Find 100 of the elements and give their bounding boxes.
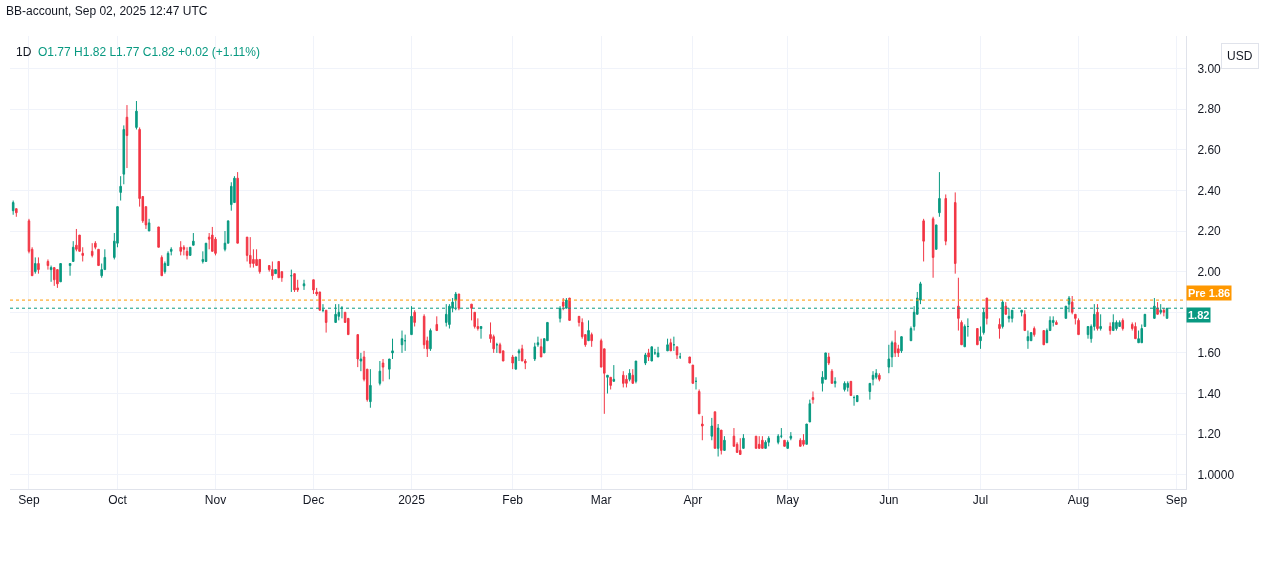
candlestick	[799, 437, 802, 447]
candlestick	[52, 267, 56, 287]
candlestick	[609, 376, 612, 390]
candlestick	[669, 338, 672, 352]
candlestick	[403, 334, 407, 352]
candlestick	[666, 338, 669, 352]
candlestick	[720, 429, 723, 455]
candlestick	[324, 309, 328, 334]
ref-line-label: Pre 1.86	[1188, 287, 1231, 299]
candlestick	[631, 368, 635, 384]
candlestick	[742, 433, 745, 449]
candlestick	[15, 208, 18, 218]
candlestick	[75, 228, 78, 252]
candlestick	[369, 368, 372, 409]
candlestick	[1096, 303, 1099, 332]
candlestick	[119, 175, 122, 202]
candlestick	[71, 240, 75, 262]
candlestick	[783, 439, 786, 447]
candlestick	[934, 224, 938, 250]
candlestick	[846, 380, 850, 392]
candlestick	[590, 332, 593, 348]
candlestick	[716, 423, 720, 457]
candlestick	[157, 226, 160, 248]
candlestick	[479, 325, 483, 340]
x-tick-label: Mar	[590, 493, 612, 508]
candlestick	[293, 273, 296, 293]
candlestick	[429, 328, 432, 352]
candlestick	[710, 417, 714, 441]
candlestick	[188, 246, 192, 256]
candlestick	[900, 336, 903, 354]
candlestick	[843, 380, 846, 392]
candlestick	[622, 370, 625, 388]
candlestick	[1026, 330, 1030, 350]
candlestick	[248, 236, 252, 269]
candlestick	[185, 246, 189, 260]
candlestick	[274, 269, 277, 275]
candlestick	[998, 317, 1001, 340]
candlestick	[211, 226, 214, 252]
candlestick	[356, 334, 360, 368]
candlestick	[59, 263, 62, 283]
candlestick	[625, 374, 628, 388]
y-tick-label: 2.60	[1197, 142, 1222, 157]
candlestick	[539, 338, 543, 358]
y-tick-label: 3.00	[1197, 61, 1222, 76]
x-tick-label: Sep	[1165, 493, 1188, 508]
candlestick	[644, 352, 647, 366]
candlestick	[1112, 313, 1115, 332]
candlestick	[893, 330, 897, 358]
y-tick-label: 1.0000	[1197, 467, 1235, 482]
candlestick	[656, 346, 660, 358]
candlestick	[1023, 309, 1027, 332]
candlestick	[786, 439, 789, 449]
candlestick	[1162, 307, 1166, 317]
candlestick	[764, 439, 767, 449]
candlestick	[135, 100, 138, 130]
candlestick	[855, 395, 859, 403]
candlestick	[236, 171, 239, 244]
candlestick	[1077, 317, 1080, 336]
candlestick	[37, 256, 40, 275]
candlestick	[413, 309, 416, 327]
candlestick	[647, 348, 650, 362]
candlestick	[11, 200, 15, 216]
x-tick-label: 2025	[398, 493, 426, 508]
y-tick-label: 2.80	[1197, 102, 1222, 117]
candlestick	[277, 260, 280, 279]
candlestick	[691, 364, 695, 384]
candlestick	[90, 242, 94, 258]
candlestick	[1121, 317, 1125, 332]
candlestick	[587, 319, 590, 342]
candlestick	[34, 256, 37, 275]
candlestick	[953, 191, 957, 275]
candlestick	[318, 291, 322, 311]
candlestick	[68, 263, 72, 277]
text: USD	[1227, 49, 1253, 63]
x-tick-label: Apr	[683, 493, 703, 508]
candlestick	[125, 104, 129, 169]
candlestick	[1032, 325, 1036, 338]
x-tick-label: Jul	[972, 493, 989, 508]
candlestick	[878, 372, 881, 382]
candlestick	[805, 423, 808, 445]
candlestick	[985, 297, 989, 325]
x-tick-label: Oct	[108, 493, 128, 508]
y-tick-label: 1.60	[1197, 346, 1222, 361]
candlestick	[697, 388, 701, 415]
candlestick	[192, 232, 195, 246]
x-tick-label: Aug	[1067, 493, 1090, 508]
candlestick	[511, 354, 514, 370]
candlestick	[1118, 319, 1121, 327]
candlestick	[811, 390, 815, 405]
candlestick	[1108, 321, 1112, 336]
candlestick	[381, 358, 385, 382]
candlestick	[849, 380, 853, 397]
x-tick-label: May	[776, 493, 800, 508]
candlestick	[1134, 321, 1137, 340]
candlestick	[723, 435, 726, 451]
candlestick	[761, 435, 764, 449]
candlestick	[122, 124, 126, 185]
candlestick	[1156, 301, 1159, 315]
x-tick-label: Nov	[204, 493, 227, 508]
candlestick	[56, 269, 59, 289]
